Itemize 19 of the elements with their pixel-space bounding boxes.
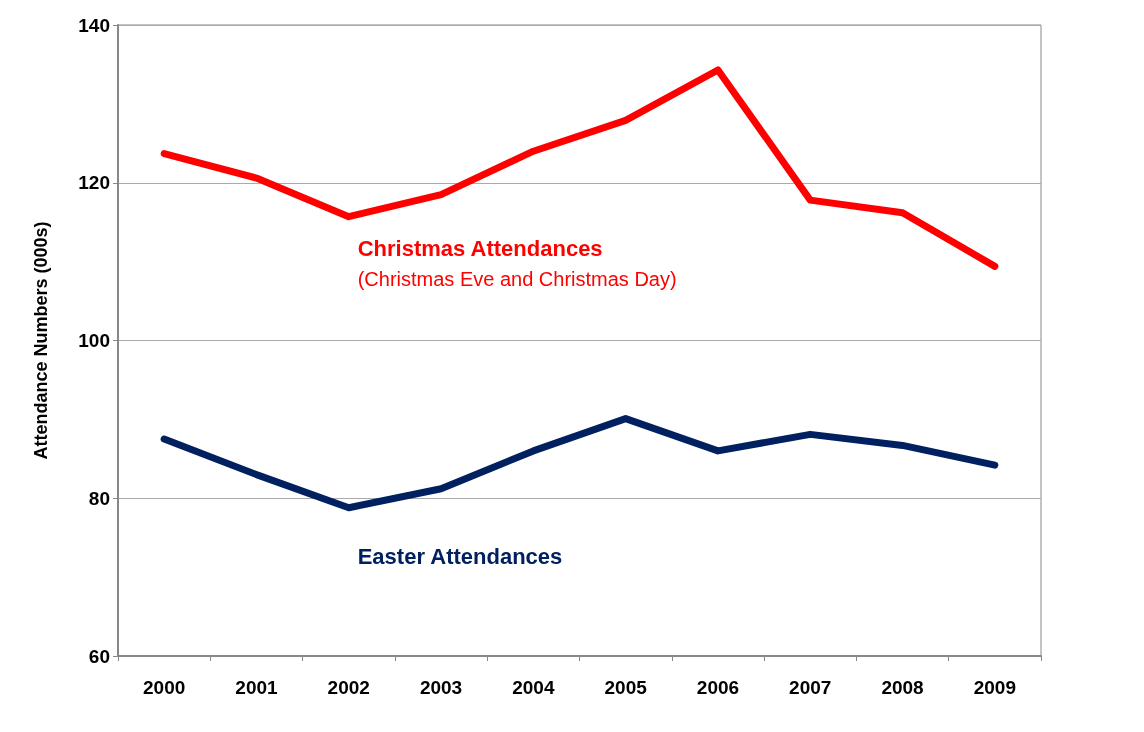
x-tick-label: 2009 — [973, 677, 1016, 698]
y-tick-label: 60 — [88, 645, 110, 667]
y-tick-label: 80 — [88, 487, 110, 509]
y-axis-title: Attendance Numbers (000s) — [31, 221, 51, 460]
x-tick-label: 2007 — [789, 677, 832, 698]
y-tick-label: 120 — [78, 172, 110, 194]
x-tick-label: 2000 — [143, 677, 186, 698]
x-tick-label: 2001 — [235, 677, 279, 698]
y-tick-label: 100 — [78, 330, 110, 351]
x-tick-label: 2004 — [512, 677, 555, 698]
x-tick-label: 2002 — [327, 677, 370, 698]
x-tick-label: 2005 — [604, 677, 648, 698]
x-tick-label: 2006 — [696, 677, 740, 698]
series-label: Easter Attendances — [357, 543, 563, 569]
y-tick-label: 140 — [78, 14, 110, 36]
series-label: Christmas Attendances — [357, 235, 603, 261]
x-tick-label: 2003 — [419, 677, 463, 698]
annotation: (Christmas Eve and Christmas Day) — [357, 268, 677, 291]
x-tick-label: 2008 — [881, 677, 924, 698]
